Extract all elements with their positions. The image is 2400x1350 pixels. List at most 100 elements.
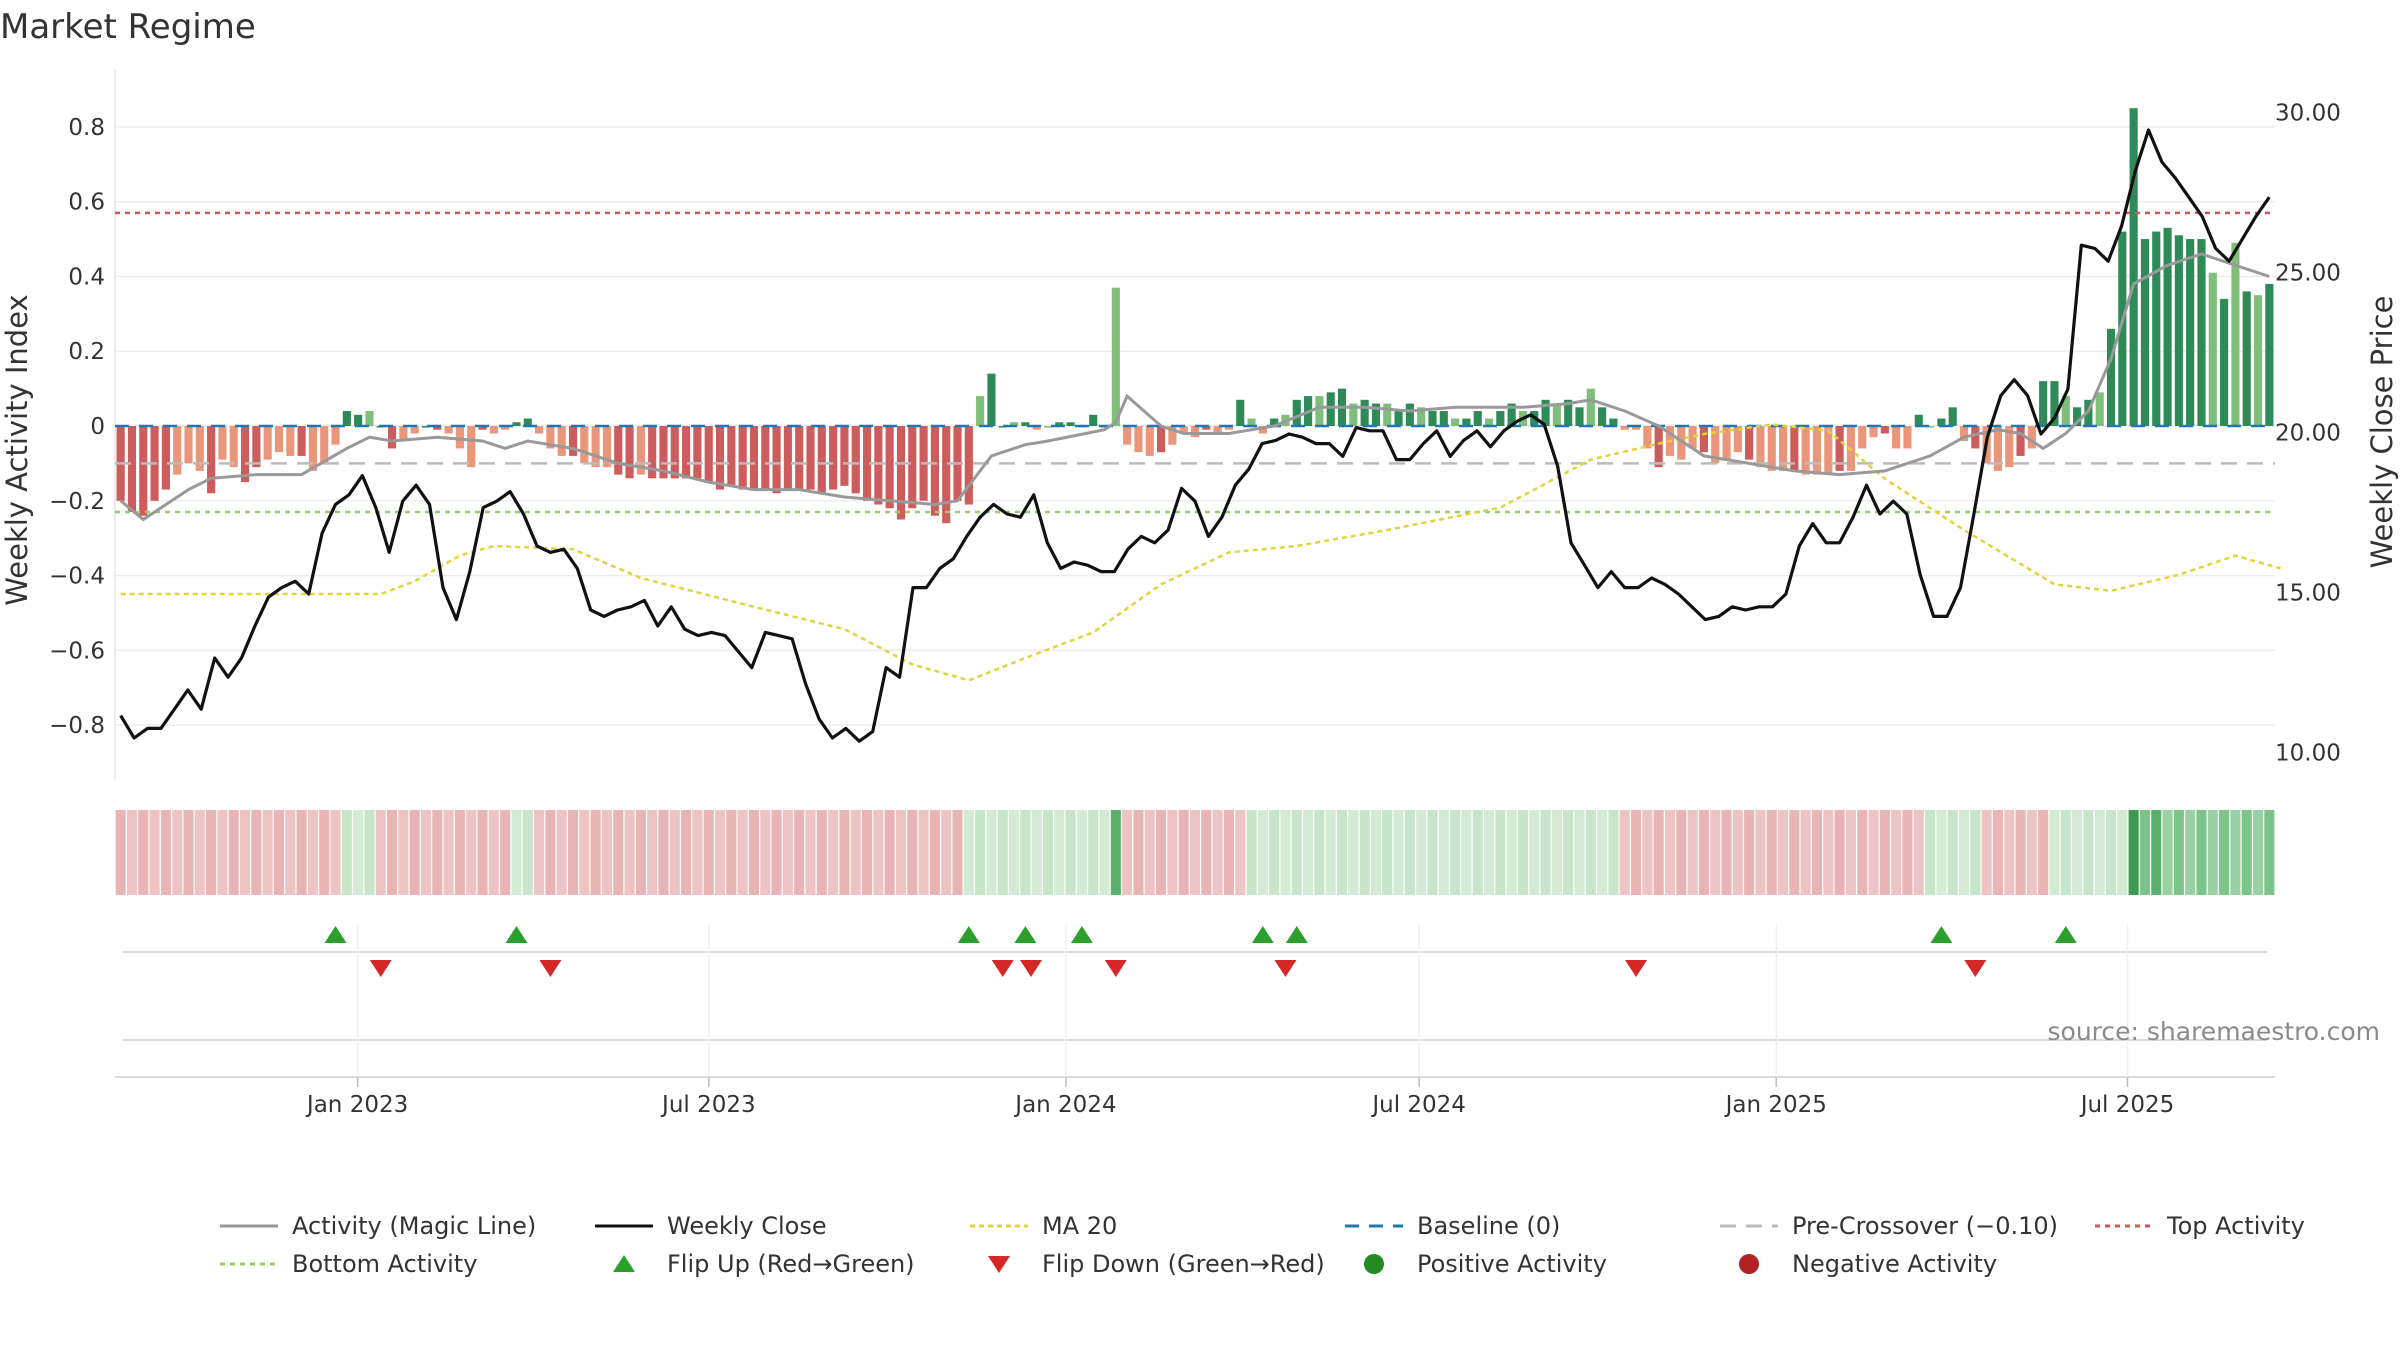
regime-cell — [1325, 810, 1336, 895]
activity-bar — [184, 426, 193, 464]
activity-bar — [444, 426, 453, 434]
regime-cell — [115, 810, 126, 895]
regime-cell — [2219, 810, 2230, 895]
regime-cell — [884, 810, 895, 895]
regime-cell — [1597, 810, 1608, 895]
regime-cell — [647, 810, 658, 895]
activity-bar — [1824, 426, 1833, 475]
regime-cell — [907, 810, 918, 895]
regime-cell — [1178, 810, 1189, 895]
regime-cell — [1450, 810, 1461, 895]
regime-cell — [1110, 810, 1121, 895]
regime-cell — [703, 810, 714, 895]
legend-label: Activity (Magic Line) — [292, 1212, 536, 1240]
regime-cell — [1257, 810, 1268, 895]
regime-cell — [1291, 810, 1302, 895]
regime-cell — [952, 810, 963, 895]
activity-bar — [1326, 392, 1335, 426]
regime-cell — [2241, 810, 2252, 895]
regime-cell — [1744, 810, 1755, 895]
activity-bar — [795, 426, 804, 490]
activity-bar — [1699, 426, 1708, 453]
regime-cell — [1958, 810, 1970, 895]
activity-bar — [1428, 411, 1437, 426]
activity-bar — [670, 426, 679, 479]
activity-bar — [1032, 426, 1041, 430]
regime-cell — [307, 810, 318, 895]
regime-cell — [1314, 810, 1325, 895]
activity-bar — [2208, 272, 2217, 426]
regime-cell — [997, 810, 1008, 895]
activity-bar — [286, 426, 295, 456]
regime-cell — [1303, 810, 1314, 895]
activity-bar — [602, 426, 612, 468]
regime-cell — [1212, 810, 1223, 895]
activity-bar — [1247, 418, 1256, 426]
activity-bar — [229, 426, 238, 468]
regime-cell — [1348, 810, 1359, 895]
x-tick-label: Jul 2024 — [1370, 1092, 1466, 1118]
regime-cell — [1630, 810, 1642, 895]
activity-bar — [1157, 426, 1166, 453]
x-tick-label: Jan 2024 — [1013, 1092, 1116, 1118]
left-tick-label: 0 — [90, 414, 105, 440]
activity-bar — [1778, 426, 1788, 471]
activity-bar — [1711, 426, 1720, 464]
regime-cell — [296, 810, 307, 895]
regime-cell — [975, 810, 986, 895]
left-tick-label: 0.2 — [68, 339, 105, 365]
regime-cell — [850, 810, 861, 895]
regime-cell — [601, 810, 612, 895]
activity-bar — [1360, 399, 1369, 426]
legend-label: Weekly Close — [667, 1212, 827, 1240]
regime-cell — [681, 810, 692, 895]
regime-cell — [454, 810, 465, 895]
flip-up-marker — [324, 926, 347, 943]
legend-swatch-positive — [1364, 1254, 1384, 1274]
regime-cell — [432, 810, 443, 895]
regime-cell — [1687, 810, 1698, 895]
regime-cell — [1947, 810, 1958, 895]
regime-cell — [1065, 810, 1076, 895]
regime-cell — [1189, 810, 1201, 895]
regime-cell — [477, 810, 488, 895]
regime-cell — [1336, 810, 1348, 895]
activity-bar — [1609, 418, 1618, 426]
activity-bar — [1688, 426, 1697, 449]
activity-magic-line — [119, 252, 2270, 522]
activity-bar — [535, 426, 544, 434]
activity-bar — [715, 426, 725, 490]
activity-bar — [806, 426, 815, 490]
activity-bar — [2118, 231, 2127, 426]
activity-bar — [1993, 426, 2003, 471]
regime-cell — [726, 810, 737, 895]
regime-cell — [2185, 810, 2196, 895]
x-axis-ticks: Jan 2023 Jul 2023 Jan 2024 Jul 2024 Jan 2025… — [305, 925, 2174, 1118]
activity-bar — [1190, 426, 1200, 438]
legend-label: Negative Activity — [1792, 1250, 1997, 1278]
regime-cell — [1574, 810, 1585, 895]
regime-cell — [1020, 810, 1031, 895]
activity-bar — [2061, 396, 2070, 426]
activity-bar — [1620, 426, 1629, 430]
regime-cell — [873, 810, 884, 895]
regime-cell — [2060, 810, 2071, 895]
legend-label: Top Activity — [2166, 1212, 2305, 1240]
activity-bar — [1405, 403, 1414, 426]
regime-cell — [624, 810, 635, 895]
regime-cell — [545, 810, 556, 895]
activity-bar — [1315, 396, 1324, 426]
regime-cell — [522, 810, 533, 895]
regime-cell — [1721, 810, 1732, 895]
regime-cell — [160, 810, 171, 895]
regime-cell — [692, 810, 703, 895]
flip-down-marker — [1274, 960, 1297, 977]
regime-cell — [941, 810, 952, 895]
regime-cell — [273, 810, 285, 895]
left-tick-label: −0.2 — [49, 489, 105, 515]
activity-bar — [908, 426, 917, 509]
regime-cell — [1235, 810, 1246, 895]
activity-bar — [274, 426, 284, 453]
right-tick-label: 25.00 — [2275, 261, 2341, 287]
activity-bar — [1552, 403, 1561, 426]
